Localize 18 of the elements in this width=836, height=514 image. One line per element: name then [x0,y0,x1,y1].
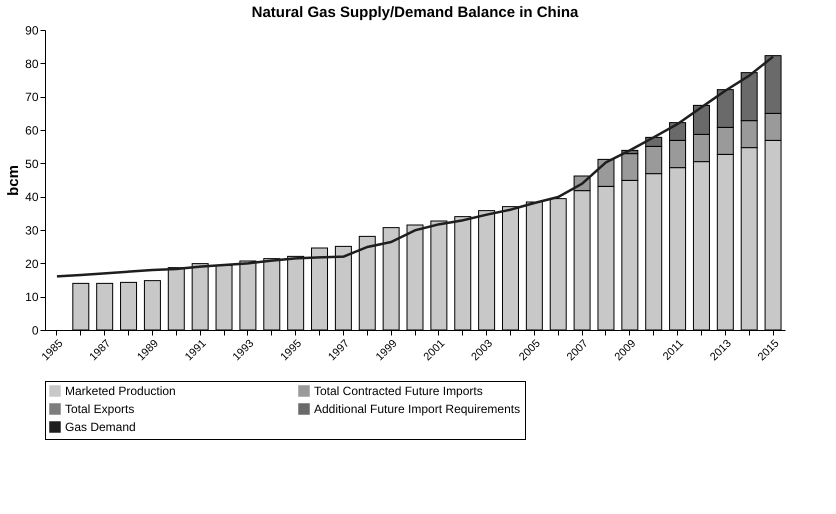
y-tick-label: 20 [25,256,39,271]
y-axis-title: bcm [5,165,22,196]
chart-title: Natural Gas Supply/Demand Balance in China [252,4,580,21]
y-tick-label: 70 [25,90,39,104]
legend-label: Gas Demand [65,420,136,434]
y-tick-label: 50 [25,156,39,171]
legend-label: Total Exports [65,402,134,416]
y-tick-label: 80 [25,56,39,71]
y-tick-label: 0 [32,324,39,338]
y-tick-label: 30 [25,224,39,238]
y-tick-label: 90 [25,24,39,38]
legend-label: Total Contracted Future Imports [314,384,483,398]
line-series [56,55,774,278]
y-tick-label: 60 [25,124,39,138]
y-tick-label: 10 [25,290,39,304]
legend-label: Marketed Production [65,384,176,398]
y-tick-label: 40 [25,190,39,204]
legend-label: Additional Future Import Requirements [314,402,520,416]
